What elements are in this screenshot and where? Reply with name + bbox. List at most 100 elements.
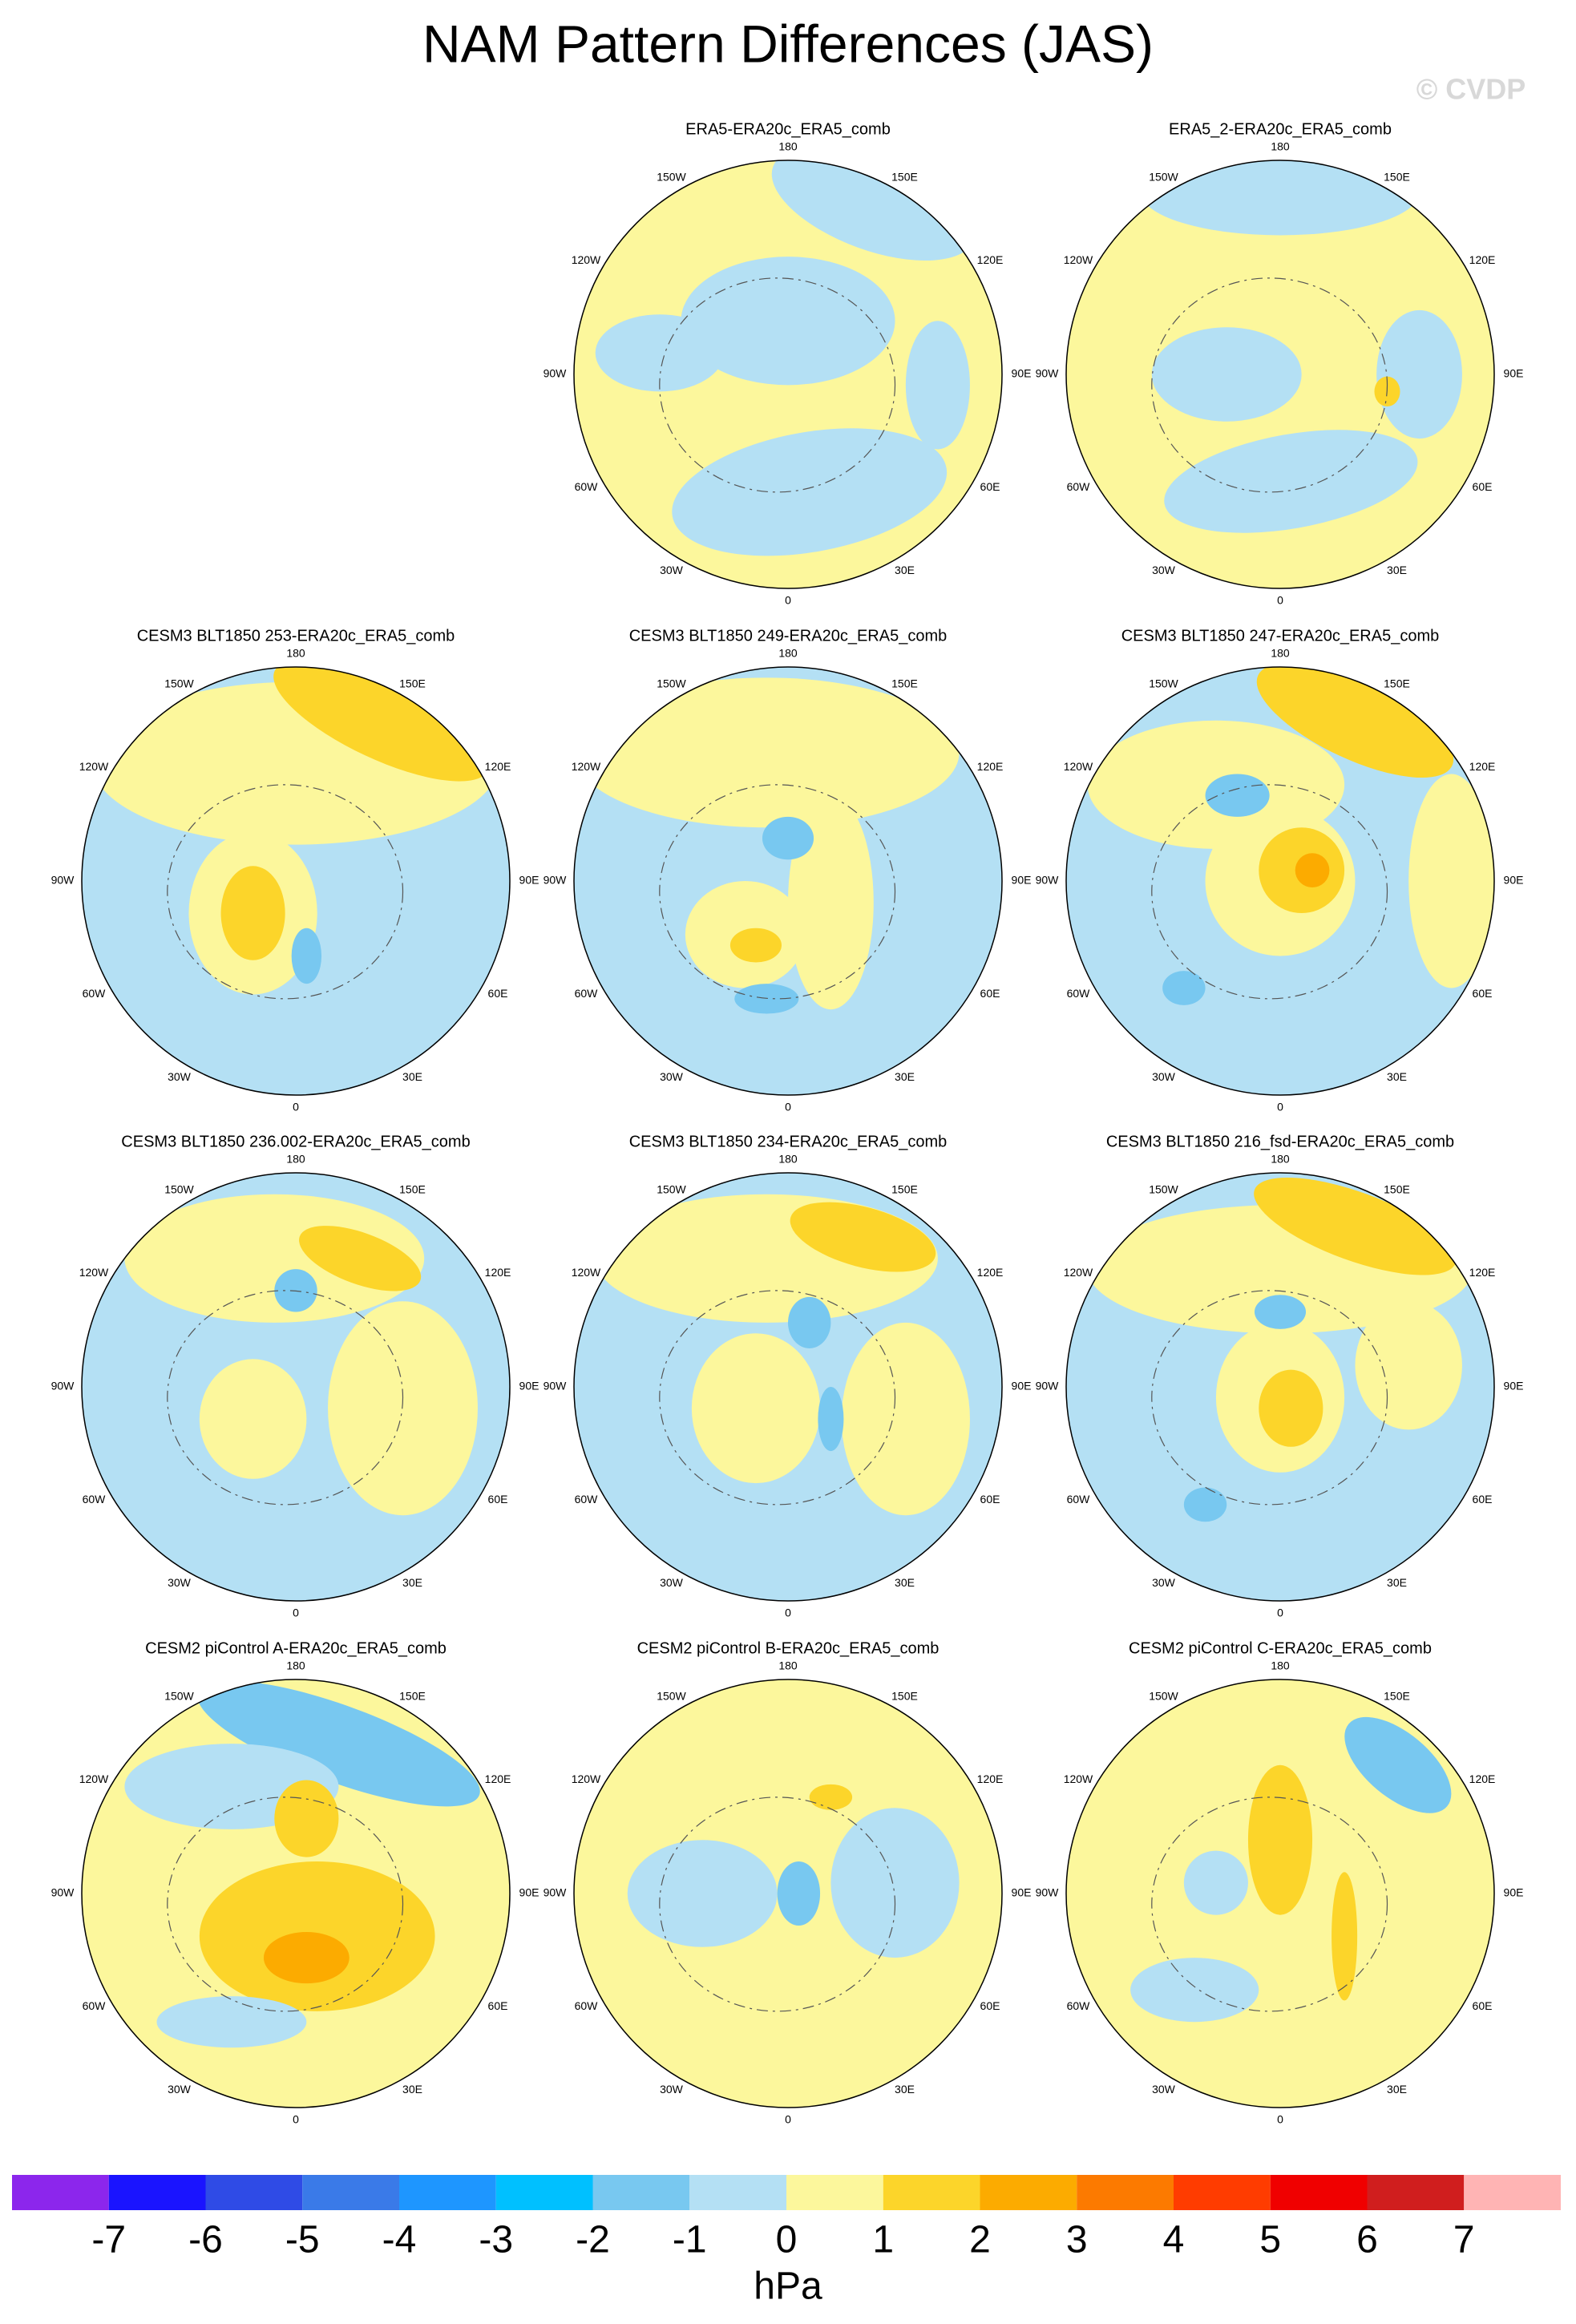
longitude-label: 180 [778,140,798,153]
longitude-label: 150E [399,677,426,690]
longitude-label: 30E [895,2083,915,2096]
contour-region [273,667,490,782]
longitude-label: 30E [1387,1070,1407,1083]
colorbar-label: 7 [1453,2219,1475,2261]
contour-region [905,321,970,450]
longitude-label: 0 [785,594,791,607]
map-panel: CESM3 BLT1850 247-ERA20c_ERA5_comb 180 150… [1036,627,1524,1113]
longitude-label: 90W [51,1886,75,1899]
longitude-label: 90E [1504,1380,1524,1392]
longitude-label: 90W [1036,1380,1060,1392]
colorbar-box [883,2175,980,2210]
longitude-label: 150W [164,1183,194,1196]
longitude-label: 120W [79,760,109,773]
colorbar-box [12,2175,109,2210]
map-field [82,1173,510,1601]
longitude-label: 90E [1012,874,1032,887]
colorbar-box [399,2175,496,2210]
longitude-label: 120E [977,1266,1004,1279]
longitude-label: 180 [286,1659,305,1672]
longitude-label: 150E [891,1183,918,1196]
longitude-label: 120W [1064,253,1093,266]
longitude-label: 120E [977,760,1004,773]
map-panel: CESM2 piControl C-ERA20c_ERA5_comb 180 150… [1036,1639,1524,2125]
longitude-label: 60W [83,987,107,1000]
map-panel: CESM3 BLT1850 236.002-ERA20c_ERA5_comb 18… [51,1133,539,1619]
coastline [167,1290,404,1506]
contour-region [299,1226,422,1291]
contour-region [672,428,948,556]
figure-title: NAM Pattern Differences (JAS) [422,14,1154,73]
longitude-label: 120E [485,760,511,773]
contour-region [1376,309,1462,439]
longitude-label: 30W [168,2083,192,2096]
contour-region [1259,1369,1323,1447]
colorbar-units: hPa [754,2265,822,2308]
map-field [574,1173,1002,1601]
longitude-label: 180 [1271,647,1290,660]
longitude-label: 120E [485,1266,511,1279]
longitude-label: 150W [1149,1690,1178,1703]
contour-region [762,816,814,860]
longitude-label: 60W [83,1999,107,2012]
longitude-label: 120E [1469,253,1496,266]
longitude-label: 90E [519,1886,539,1899]
longitude-label: 180 [286,647,305,660]
colorbar-box [1464,2175,1561,2210]
longitude-label: 30E [402,1576,422,1589]
longitude-label: 30E [895,564,915,576]
longitude-label: 120W [572,760,601,773]
longitude-label: 120E [977,253,1004,266]
longitude-label: 30E [402,1070,422,1083]
map-panel: CESM3 BLT1850 249-ERA20c_ERA5_comb 180 150… [544,627,1032,1113]
longitude-label: 90E [519,874,539,887]
colorbar-box [302,2175,399,2210]
map-border [573,1679,1003,2108]
contour-region [691,1333,821,1484]
map-border [573,1172,1003,1602]
longitude-label: 180 [1271,1659,1290,1672]
contour-region [1130,1958,1259,2023]
contour-region [1205,774,1270,817]
colorbar-box [1270,2175,1368,2210]
longitude-label: 60W [1067,480,1091,493]
colorbar: -7 -6 -5 -4 -3 -2 -1 0 1 2 3 4 5 6 7 hPa [12,2175,1561,2308]
longitude-label: 90W [1036,367,1060,380]
longitude-label: 90W [51,1380,75,1392]
contour-region [1151,327,1302,422]
colorbar-box [205,2175,303,2210]
map-panel: CESM3 BLT1850 234-ERA20c_ERA5_comb 180 150… [544,1133,1032,1619]
panel-title: CESM2 piControl B-ERA20c_ERA5_comb [637,1639,940,1657]
longitude-label: 30W [1152,2083,1176,2096]
colorbar-label: -4 [382,2219,417,2261]
longitude-label: 90E [1504,1886,1524,1899]
longitude-label: 150E [891,171,918,184]
contour-region [1254,1295,1307,1329]
longitude-label: 150W [657,1183,686,1196]
contour-region [788,1296,831,1348]
contour-region [595,314,724,392]
contour-region [1247,1764,1313,1915]
coastline [659,1797,896,2012]
map-border [81,666,511,1096]
longitude-label: 0 [293,1101,299,1113]
map-field [82,1679,510,2108]
longitude-label: 90E [1012,1380,1032,1392]
panel-title: ERA5_2-ERA20c_ERA5_comb [1169,120,1392,138]
longitude-label: 90E [1504,874,1524,887]
longitude-label: 120E [1469,1772,1496,1785]
panel-title: CESM3 BLT1850 249-ERA20c_ERA5_comb [629,627,948,645]
map-border [573,666,1003,1096]
contour-region [777,1861,821,1926]
colorbar-label: -3 [479,2219,513,2261]
longitude-label: 150W [1149,1183,1178,1196]
longitude-label: 60E [1473,987,1493,1000]
colorbar-box [689,2175,786,2210]
longitude-label: 30W [1152,1070,1176,1083]
map-panel: ERA5_2-ERA20c_ERA5_comb 180 150E 120E 90E 60E… [1036,120,1524,606]
longitude-label: 150W [1149,677,1178,690]
colorbar-label: -6 [188,2219,223,2261]
longitude-label: 90E [1012,1886,1032,1899]
map-field [82,667,510,1095]
panel-title: CESM2 piControl C-ERA20c_ERA5_comb [1129,1639,1432,1657]
